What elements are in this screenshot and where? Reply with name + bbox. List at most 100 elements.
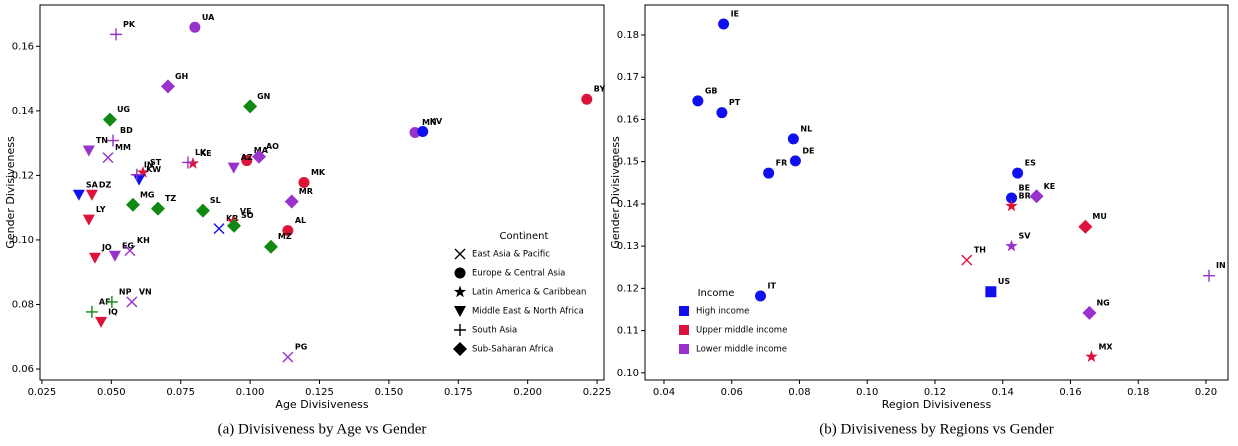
point-label: TN [96, 136, 108, 145]
point [130, 168, 143, 181]
point [125, 197, 140, 212]
legend-title: Income [698, 288, 735, 299]
point [243, 99, 258, 114]
point [1012, 167, 1024, 179]
point-label: BD [120, 126, 133, 135]
point-label: MU [1092, 212, 1106, 221]
x-tick-label: 0.08 [788, 387, 810, 398]
point [126, 296, 138, 308]
point [787, 133, 799, 145]
point [1078, 219, 1093, 234]
point-label: IE [731, 10, 739, 19]
point [85, 189, 98, 201]
point [72, 189, 85, 201]
point [82, 214, 95, 226]
legend-label: East Asia & Pacific [472, 250, 550, 260]
point-label: KH [137, 236, 150, 245]
point [716, 107, 728, 119]
point [82, 145, 95, 157]
point-label: SO [241, 211, 254, 220]
point-label: NP [119, 287, 132, 296]
point [106, 134, 119, 147]
point [227, 162, 240, 174]
x-tick-label: 0.200 [513, 387, 542, 398]
point [88, 252, 101, 264]
point-label: DZ [99, 180, 112, 189]
point-label: AF [99, 297, 111, 306]
point [1005, 239, 1018, 252]
legend-label: Europe & Central Asia [472, 269, 565, 279]
point [961, 254, 973, 266]
point-label: VN [139, 287, 152, 296]
y-tick-label: 0.10 [12, 235, 34, 246]
y-tick-label: 0.12 [617, 283, 639, 294]
legend-swatch [679, 325, 689, 335]
y-tick-label: 0.12 [12, 170, 34, 181]
y-axis-label: Gender Divisiveness [4, 136, 17, 249]
point [110, 28, 123, 41]
point-label: MR [299, 187, 313, 196]
point-label: GN [257, 92, 270, 101]
y-tick-label: 0.15 [617, 157, 639, 168]
legend-marker [454, 324, 466, 336]
point [755, 290, 767, 302]
x-tick-label: 0.14 [992, 387, 1014, 398]
point-label: AZ [241, 153, 253, 162]
point-label: MZ [278, 232, 292, 241]
point [1006, 192, 1018, 204]
point [282, 225, 294, 237]
point [227, 218, 242, 233]
point [251, 149, 266, 164]
point-label: IT [768, 281, 777, 290]
point [263, 239, 278, 254]
legend-marker [453, 342, 467, 356]
point-label: UA [202, 13, 215, 22]
point-label: MK [311, 168, 326, 177]
x-tick-label: 0.16 [1059, 387, 1081, 398]
y-tick-label: 0.11 [617, 326, 639, 337]
point [1085, 350, 1098, 363]
point-label: IQ [108, 307, 118, 316]
legend-swatch [679, 344, 689, 354]
point-label: BE [1019, 183, 1031, 192]
legend-title: Continent [500, 231, 549, 242]
point [124, 245, 136, 257]
point-label: VE [240, 207, 252, 216]
point-label: NG [1096, 298, 1109, 307]
point [1029, 189, 1044, 204]
y-axis-label: Gender Divisiveness [609, 136, 622, 249]
point [181, 156, 194, 169]
y-tick-label: 0.10 [617, 368, 639, 379]
point [417, 126, 429, 138]
x-tick-label: 0.025 [28, 387, 57, 398]
point [1005, 199, 1018, 212]
point-label: GB [705, 86, 718, 95]
x-tick-label: 0.100 [236, 387, 265, 398]
point-label: EG [122, 241, 134, 250]
point [789, 155, 801, 167]
point-label: AL [295, 216, 306, 225]
x-tick-label: 0.150 [375, 387, 404, 398]
point [284, 194, 299, 209]
point [692, 95, 704, 107]
x-tick-label: 0.18 [1127, 387, 1149, 398]
point-label: DE [802, 146, 814, 155]
point [985, 286, 997, 298]
y-tick-label: 0.14 [12, 106, 34, 117]
plot-frame [39, 4, 605, 381]
legend-label: Sub-Saharan Africa [472, 345, 553, 355]
legend-swatch [679, 306, 689, 316]
point-label: AO [266, 142, 279, 151]
x-axis-label: Region Divisiveness [882, 398, 992, 411]
x-tick-label: 0.20 [1195, 387, 1217, 398]
point [195, 203, 210, 218]
point-label: PK [123, 20, 136, 29]
point [108, 250, 121, 262]
point-label: PG [295, 343, 307, 352]
point [189, 21, 201, 33]
point-label: MN [422, 118, 437, 127]
y-tick-label: 0.06 [12, 364, 34, 375]
point-label: KW [146, 165, 161, 174]
point-label: ES [1025, 159, 1036, 168]
